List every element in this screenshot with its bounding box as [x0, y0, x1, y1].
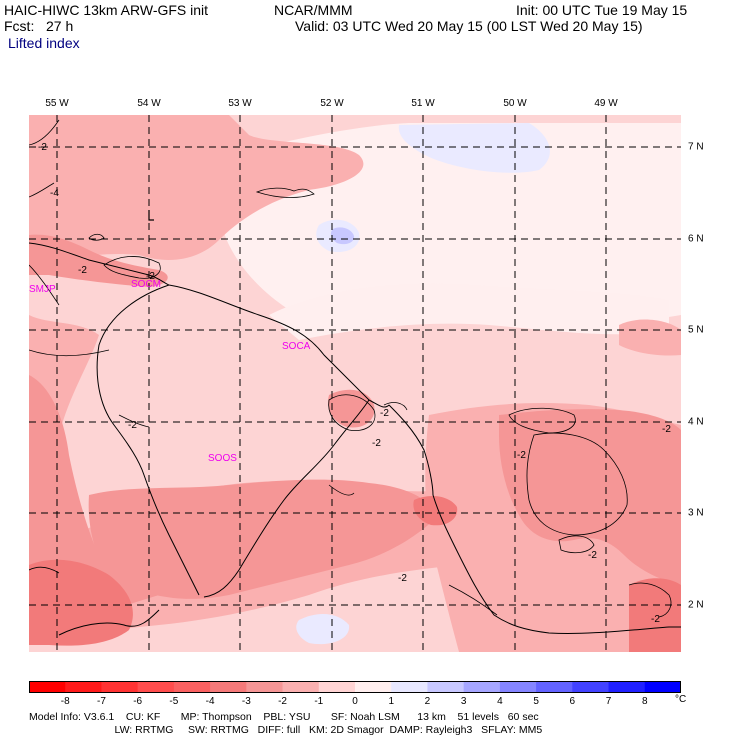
- valid-time: Valid: 03 UTC Wed 20 May 15 (00 LST Wed …: [295, 18, 643, 34]
- model-info-line2: LW: RRTMG SW: RRTMG DIFF: full KM: 2D Sm…: [97, 724, 543, 736]
- field-white-band: [269, 283, 669, 340]
- colorbar-unit: °C: [675, 694, 687, 705]
- colorbar-cell: [29, 681, 66, 693]
- station-soca: SOCA: [282, 341, 311, 352]
- colorbar-tick-label: -4: [205, 696, 215, 707]
- colorbar-tick-label: -3: [241, 696, 251, 707]
- contour-label: -4: [50, 188, 59, 199]
- field-minus2-south: [88, 479, 439, 599]
- lifted-index-map: [29, 115, 681, 652]
- model-info-line1: Model Info: V3.6.1 CU: KF MP: Thompson P…: [29, 711, 539, 723]
- colorbar-tick-label: 7: [605, 696, 612, 707]
- colorbar-cell: [101, 681, 139, 693]
- colorbar-cell: [282, 681, 320, 693]
- lat-label-2n: 2 N: [688, 599, 704, 611]
- colorbar-cell: [391, 681, 428, 693]
- lon-label-52w: 52 W: [320, 98, 344, 109]
- wind-barb-marker: [148, 210, 154, 221]
- contour-label: -2: [128, 420, 137, 431]
- colorbar-cell: [608, 681, 646, 693]
- colorbar-tick-label: 1: [388, 696, 394, 707]
- colorbar-cell: [65, 681, 102, 693]
- colorbar-cell: [463, 681, 501, 693]
- field-minus2-southeast: [499, 409, 681, 585]
- lat-label-4n: 4 N: [688, 416, 704, 428]
- colorbar: [29, 681, 681, 693]
- lon-label-50w: 50 W: [503, 98, 527, 109]
- contour-lines: [29, 119, 672, 618]
- lon-label-49w: 49 W: [594, 98, 618, 109]
- field-minus2-north-strip: [29, 234, 168, 287]
- colorbar-cell: [499, 681, 537, 693]
- colorbar-tick-label: 6: [569, 696, 576, 707]
- contour-label: -2: [78, 265, 87, 276]
- field-minus3-southwest: [29, 559, 133, 646]
- org-label: NCAR/MMM: [274, 2, 353, 18]
- colorbar-cell: [137, 681, 175, 693]
- colorbar-tick-label: -8: [60, 696, 70, 707]
- contour-label: -2: [651, 614, 660, 625]
- lat-label-6n: 6 N: [688, 233, 704, 245]
- colorbar-tick-label: 4: [497, 696, 503, 707]
- field-name: Lifted index: [8, 35, 80, 51]
- field-positive-dot: [330, 227, 355, 245]
- forecast-hour: Fcst: 27 h: [4, 18, 74, 34]
- lat-label-3n: 3 N: [688, 507, 704, 519]
- colorbar-cell: [318, 681, 356, 693]
- model-title: HAIC-HIWC 13km ARW-GFS init: [4, 2, 209, 18]
- colorbar-cell: [210, 681, 247, 693]
- colorbar-tick-label: -1: [314, 696, 324, 707]
- contour-label: -2: [398, 573, 407, 584]
- colorbar-tick-label: -5: [169, 696, 179, 707]
- contour-label: -2: [380, 408, 389, 419]
- field-minus1-patch-east: [619, 319, 681, 356]
- lon-label-53w: 53 W: [228, 98, 252, 109]
- colorbar-tick-label: -7: [96, 696, 106, 707]
- colorbar-tick-label: 8: [641, 696, 648, 707]
- lon-label-51w: 51 W: [411, 98, 435, 109]
- contour-label: -2: [588, 550, 597, 561]
- station-socm: SOCM: [131, 279, 161, 290]
- colorbar-cell: [246, 681, 284, 693]
- field-minus3-center: [413, 495, 458, 526]
- lat-label-5n: 5 N: [688, 324, 704, 336]
- field-positive-patch-south: [296, 613, 350, 645]
- colorbar-cell: [572, 681, 610, 693]
- field-minus1-northwest: [29, 115, 364, 265]
- contour-label: -2: [146, 271, 155, 282]
- colorbar-cell: [355, 681, 392, 693]
- contour-label: -2: [517, 450, 526, 461]
- station-soos: SOOS: [208, 453, 237, 464]
- station-smjp: SMJP: [29, 284, 56, 295]
- field-positive-patch-north: [398, 123, 550, 173]
- colorbar-tick-label: 2: [424, 696, 431, 707]
- lat-label-7n: 7 N: [688, 141, 704, 153]
- coastline-borders: [29, 242, 681, 636]
- field-minus3-east: [629, 578, 681, 652]
- colorbar-tick-label: 5: [533, 696, 539, 707]
- lon-label-54w: 54 W: [137, 98, 161, 109]
- contour-label: -2: [662, 424, 671, 435]
- colorbar-cell: [427, 681, 465, 693]
- lon-label-55w: 55 W: [45, 98, 69, 109]
- init-time: Init: 00 UTC Tue 19 May 15: [516, 2, 688, 18]
- colorbar-tick-label: -6: [133, 696, 143, 707]
- contour-label: -2: [372, 438, 381, 449]
- latlon-grid: [29, 115, 681, 652]
- colorbar-cell: [536, 681, 573, 693]
- colorbar-tick-label: -2: [278, 696, 287, 707]
- colorbar-cell: [644, 681, 681, 693]
- colorbar-tick-label: 3: [460, 696, 467, 707]
- colorbar-tick-label: 0: [352, 696, 358, 707]
- colorbar-cell: [173, 681, 211, 693]
- contour-label: -2: [38, 142, 47, 153]
